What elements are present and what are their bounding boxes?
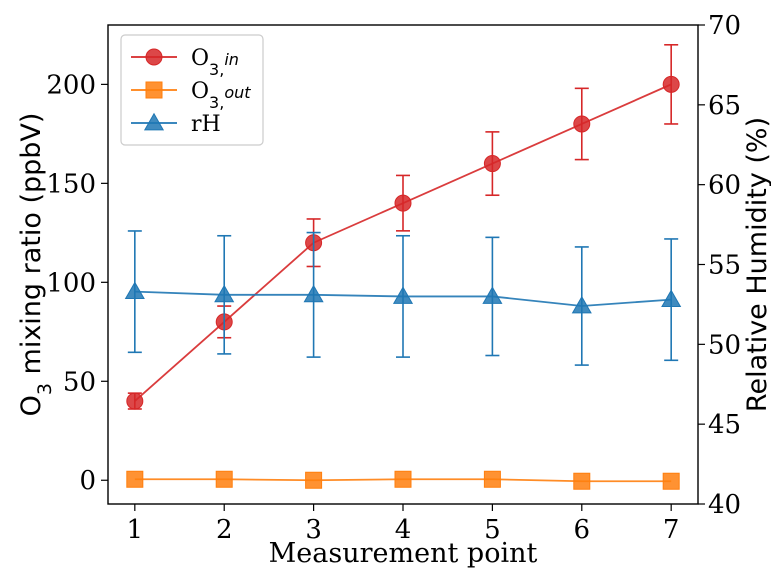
data-point-o3_in <box>483 155 501 173</box>
y-right-tick-label: 65 <box>708 91 741 121</box>
legend-label-o3_out: O3,out <box>191 79 251 112</box>
data-point-o3_out <box>483 470 501 488</box>
x-tick-label: 4 <box>395 515 412 545</box>
legend-label-rh: rH <box>191 112 221 137</box>
x-tick-label: 7 <box>663 515 680 545</box>
x-tick-label: 2 <box>216 515 233 545</box>
y-right-tick-label: 55 <box>708 251 741 281</box>
y-left-tick-label: 50 <box>63 367 96 397</box>
data-point-o3_in <box>126 392 144 410</box>
data-point-o3_out <box>662 472 680 490</box>
legend-marker-o3_in <box>145 48 163 66</box>
legend-marker-rh <box>143 112 165 131</box>
x-tick-label: 5 <box>484 515 501 545</box>
y-right-tick-label: 45 <box>708 410 741 440</box>
y-left-tick-label: 100 <box>46 268 96 298</box>
y-right-tick-label: 70 <box>708 11 741 41</box>
data-point-o3_out <box>215 470 233 488</box>
legend-label-o3_in: O3,in <box>191 46 239 79</box>
data-point-rh <box>661 289 682 308</box>
y-left-tick-label: 200 <box>46 70 96 100</box>
y-right-tick-label: 40 <box>708 490 741 520</box>
data-point-o3_out <box>305 471 323 489</box>
y-right-axis-title: Relative Humidity (%) <box>742 117 771 412</box>
x-tick-label: 6 <box>574 515 591 545</box>
y-left-tick-label: 0 <box>79 466 96 496</box>
y-right-tick-label: 50 <box>708 330 741 360</box>
x-tick-label: 3 <box>305 515 322 545</box>
data-point-rh <box>392 286 414 304</box>
x-tick-label: 1 <box>127 515 144 545</box>
axes: 1 2 3 4 5 6 705010015020040455055606570Measure… <box>16 11 771 569</box>
data-point-o3_out <box>573 472 591 490</box>
data-point-rh <box>214 284 235 303</box>
x-axis-title: Measurement point <box>269 538 538 569</box>
data-point-o3_in <box>573 115 591 133</box>
data-point-o3_out <box>126 470 144 488</box>
legend-marker-o3_out <box>145 81 163 99</box>
y-right-tick-label: 60 <box>708 171 741 201</box>
data-point-o3_out <box>394 470 412 488</box>
y-left-tick-label: 150 <box>46 169 96 199</box>
plot-marks <box>124 43 682 490</box>
data-point-rh <box>303 284 324 303</box>
y-left-axis-title: O3 mixing ratio (ppbV) <box>16 113 56 417</box>
data-point-o3_in <box>662 75 680 93</box>
data-point-rh <box>124 281 145 300</box>
data-point-rh <box>482 286 503 304</box>
data-point-o3_in <box>394 194 412 212</box>
data-point-rh <box>571 295 592 314</box>
